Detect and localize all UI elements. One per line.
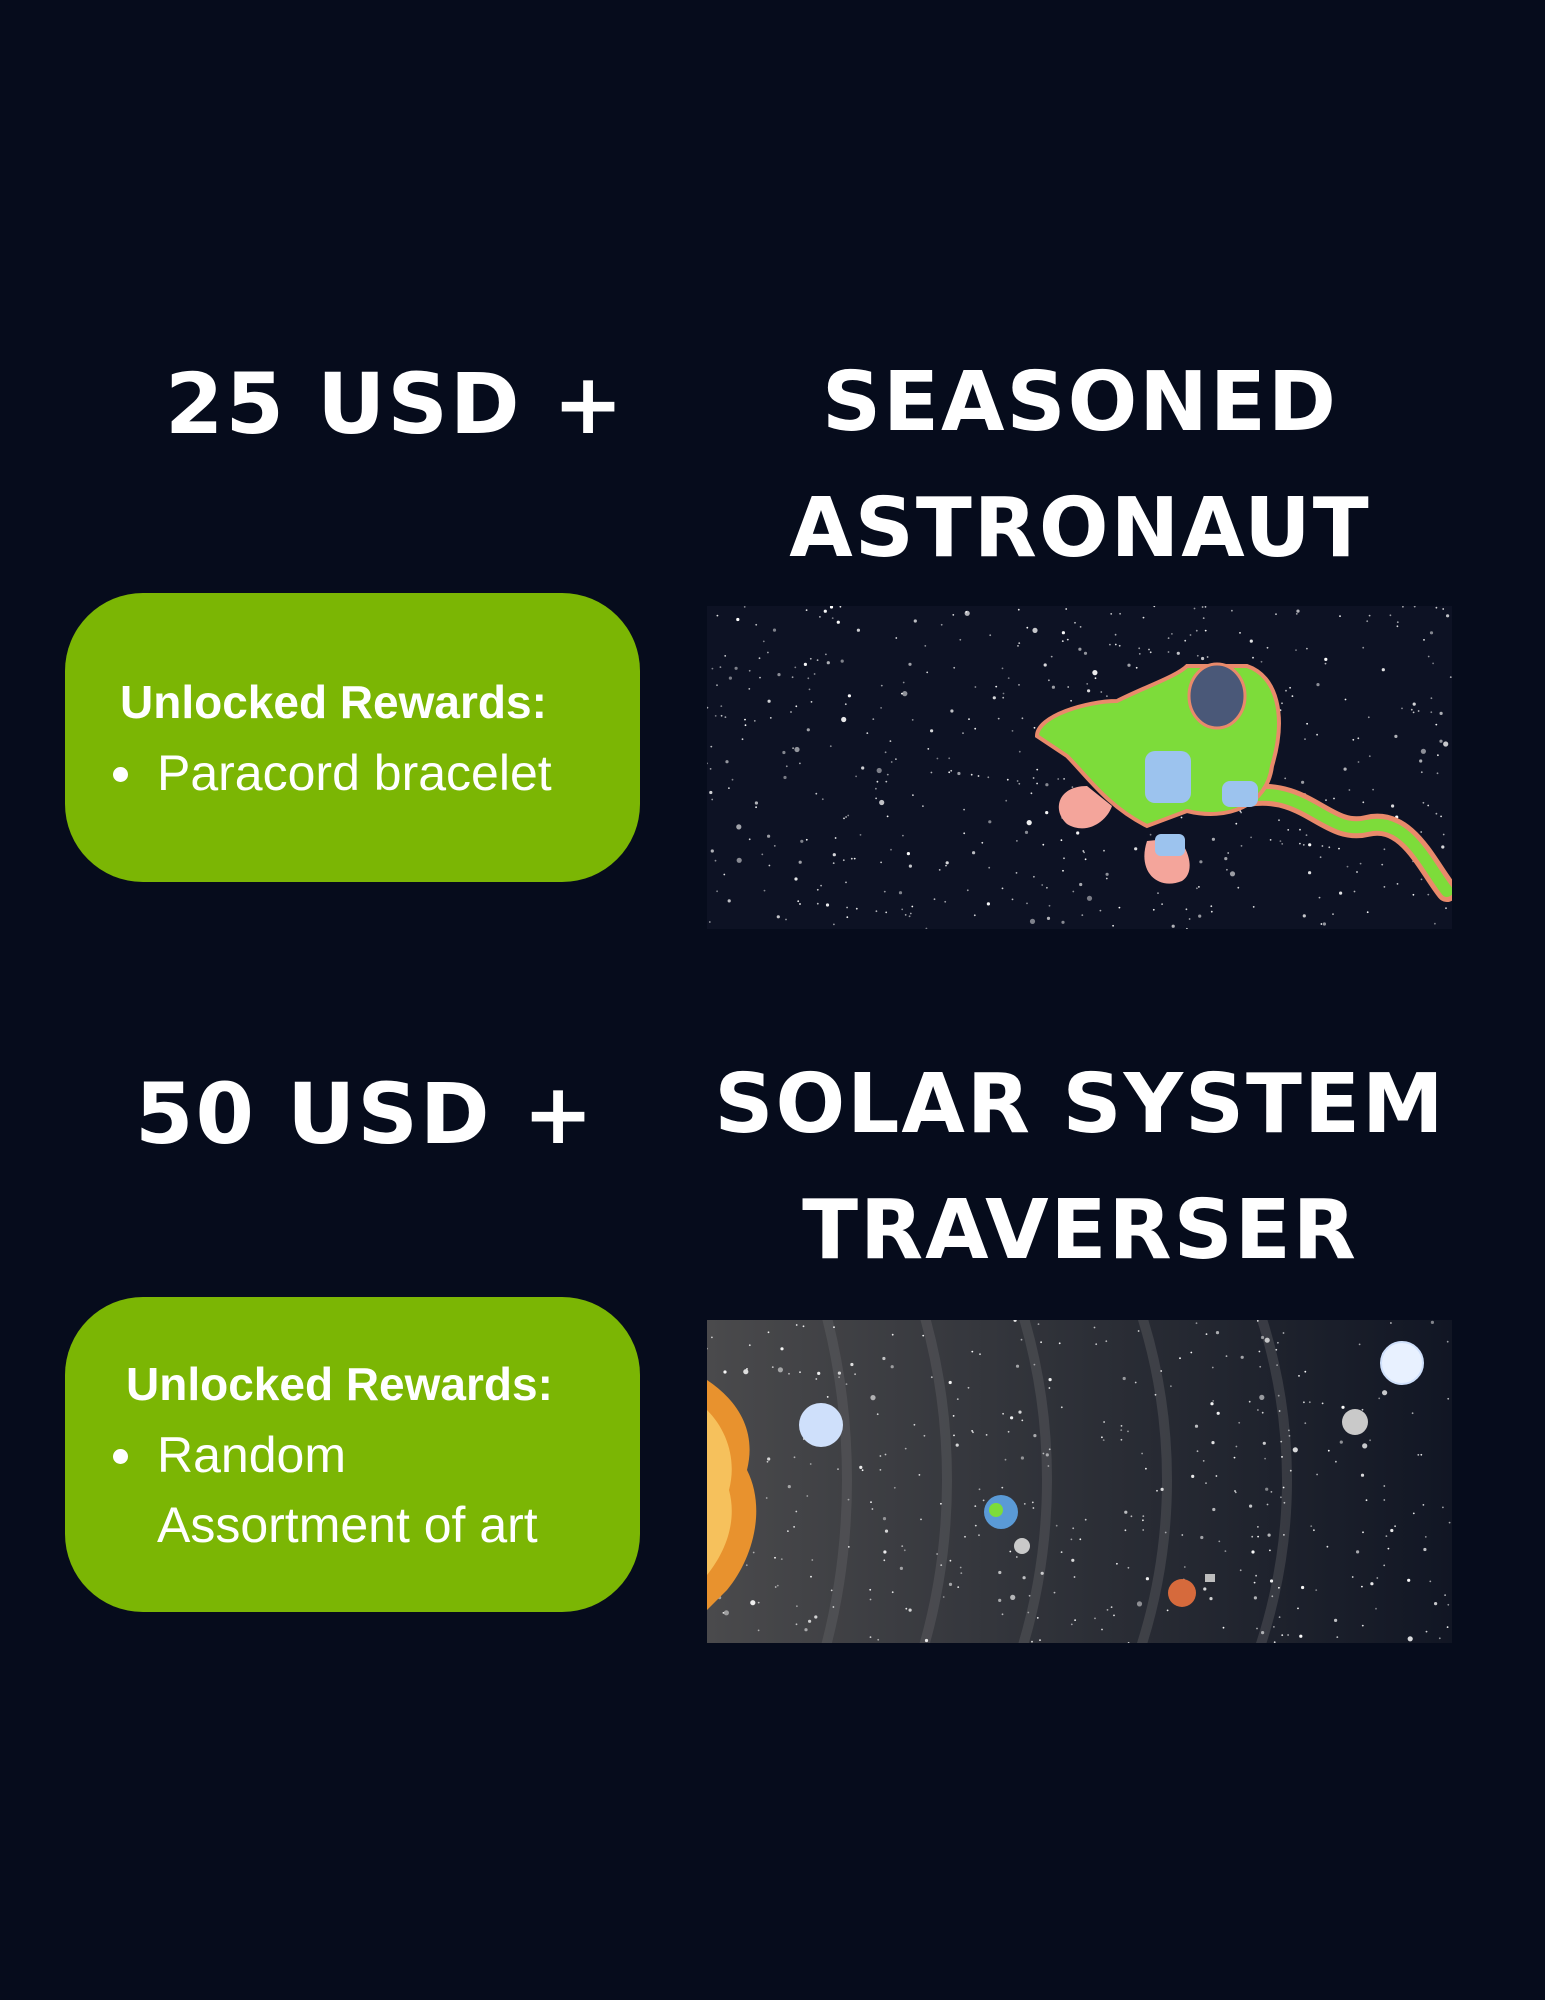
tier-1-title-line-1: SEASONED [821,355,1338,450]
tier-2-rewards-card: Unlocked Rewards: Random Assortment of a… [65,1297,640,1612]
planet [1342,1409,1368,1435]
tier-2-title: SOLAR SYSTEM TRAVERSER [700,1042,1460,1294]
moon [1014,1538,1030,1554]
tier-2-price: 50 USD + [135,1065,596,1163]
planet [1168,1579,1196,1607]
tier-2-title-line-2: TRAVERSER [802,1183,1358,1278]
tier-1-title: SEASONED ASTRONAUT [700,340,1460,592]
planet [1380,1341,1424,1385]
planet [799,1403,843,1447]
tier-1-title-line-2: ASTRONAUT [789,481,1371,576]
tier-2-title-line-1: SOLAR SYSTEM [714,1057,1446,1152]
tier-1-rewards-heading: Unlocked Rewards: [120,676,547,728]
solar-system-image [707,1320,1452,1643]
tier-1-rewards-card: Unlocked Rewards: Paracord bracelet [65,593,640,882]
reward-item: Random Assortment of art [107,1420,577,1560]
astronaut-figure [1034,662,1281,884]
reward-item: Paracord bracelet [107,738,627,808]
starfield [707,606,1452,929]
tier-1-price: 25 USD + [165,355,626,453]
tier-2-rewards-heading: Unlocked Rewards: [126,1358,553,1410]
tier-1-rewards-list: Paracord bracelet [107,738,627,808]
tier-2-rewards-list: Random Assortment of art [107,1420,577,1560]
astronaut-image [707,606,1452,929]
orbit-rings [821,1320,1292,1643]
